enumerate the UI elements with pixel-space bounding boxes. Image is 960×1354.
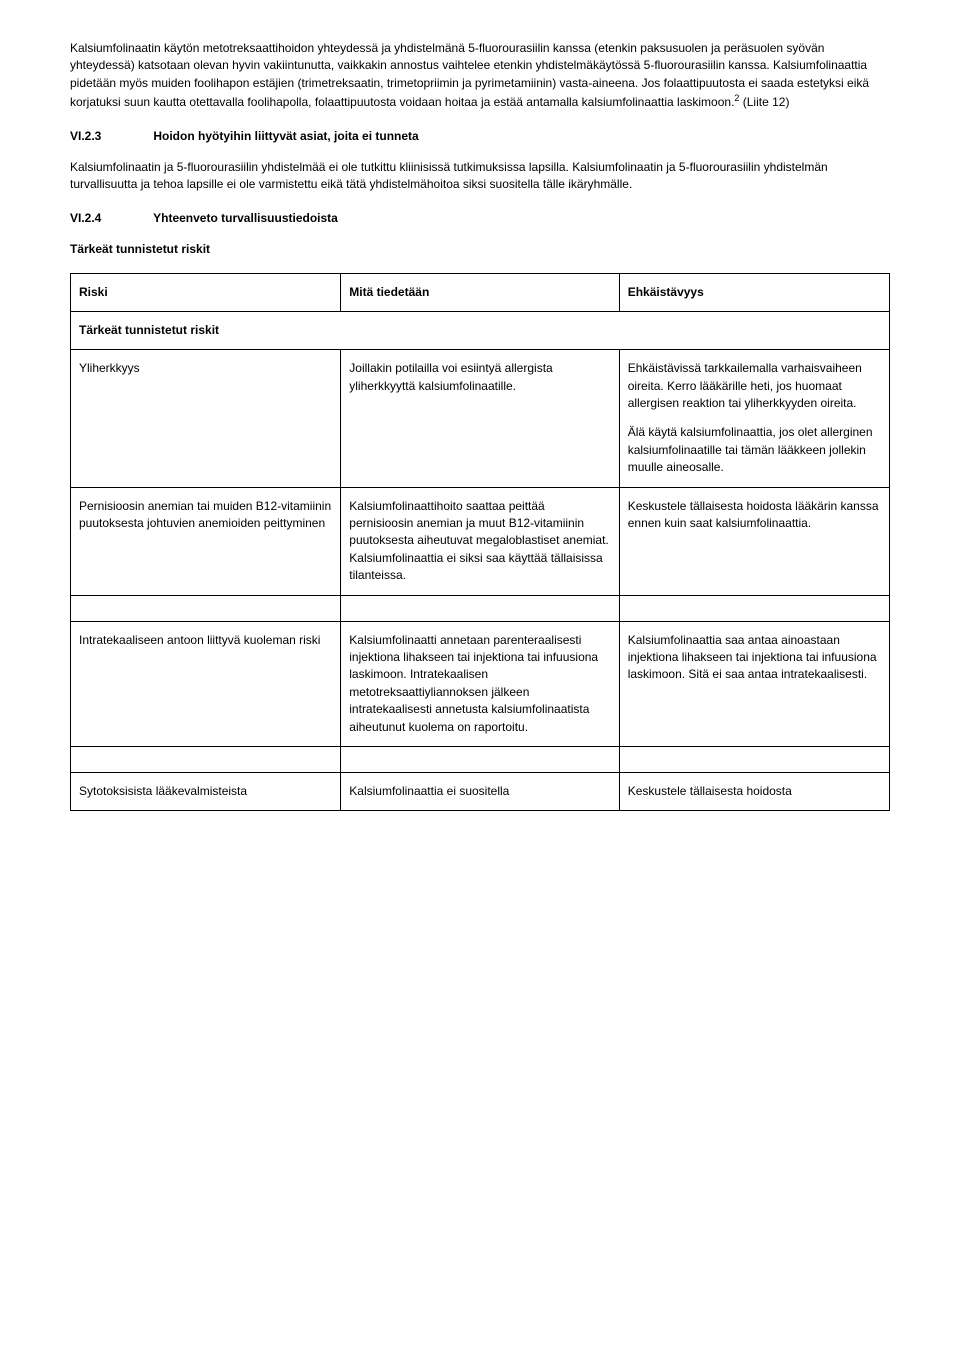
- paragraph-2-3: Kalsiumfolinaatin ja 5-fluorourasiilin y…: [70, 159, 890, 194]
- risk-cell: Yliherkkyys: [71, 350, 341, 487]
- heading-vi-2-4: VI.2.4 Yhteenveto turvallisuustiedoista: [70, 210, 890, 227]
- table-row: Pernisioosin anemian tai muiden B12-vita…: [71, 487, 890, 595]
- prevent-para: Älä käytä kalsiumfolinaattia, jos olet a…: [628, 424, 881, 476]
- header-risk: Riski: [71, 273, 341, 311]
- heading-text: Hoidon hyötyihin liittyvät asiat, joita …: [153, 129, 418, 143]
- table-row: Sytotoksisista lääkevalmisteista Kalsium…: [71, 772, 890, 810]
- table-subheading-row: Tärkeät tunnistetut riskit: [71, 311, 890, 349]
- header-known: Mitä tiedetään: [341, 273, 619, 311]
- heading-number: VI.2.3: [70, 128, 150, 145]
- table-spacer: [71, 746, 890, 772]
- heading-text: Yhteenveto turvallisuustiedoista: [153, 211, 338, 225]
- known-cell: Kalsiumfolinaattia ei suositella: [341, 772, 619, 810]
- risks-table: Riski Mitä tiedetään Ehkäistävyys Tärkeä…: [70, 273, 890, 812]
- subheading-cell: Tärkeät tunnistetut riskit: [71, 311, 890, 349]
- table-row: Intratekaaliseen antoon liittyvä kuolema…: [71, 621, 890, 746]
- known-cell: Joillakin potilailla voi esiintyä allerg…: [341, 350, 619, 487]
- subheading-risks: Tärkeät tunnistetut riskit: [70, 241, 890, 258]
- known-cell: Kalsiumfolinaattihoito saattaa peittää p…: [341, 487, 619, 595]
- intro-paragraph: Kalsiumfolinaatin käytön metotreksaattih…: [70, 40, 890, 112]
- table-row: Yliherkkyys Joillakin potilailla voi esi…: [71, 350, 890, 487]
- risk-cell: Pernisioosin anemian tai muiden B12-vita…: [71, 487, 341, 595]
- header-prevent: Ehkäistävyys: [619, 273, 889, 311]
- heading-number: VI.2.4: [70, 210, 150, 227]
- heading-vi-2-3: VI.2.3 Hoidon hyötyihin liittyvät asiat,…: [70, 128, 890, 145]
- prevent-para: Ehkäistävissä tarkkailemalla varhaisvaih…: [628, 360, 881, 412]
- prevent-cell: Kalsiumfolinaattia saa antaa ainoastaan …: [619, 621, 889, 746]
- known-cell: Kalsiumfolinaatti annetaan parenteraalis…: [341, 621, 619, 746]
- prevent-cell: Ehkäistävissä tarkkailemalla varhaisvaih…: [619, 350, 889, 487]
- prevent-cell: Keskustele tällaisesta hoidosta: [619, 772, 889, 810]
- risk-cell: Sytotoksisista lääkevalmisteista: [71, 772, 341, 810]
- risk-cell: Intratekaaliseen antoon liittyvä kuolema…: [71, 621, 341, 746]
- intro-suffix: (Liite 12): [739, 95, 789, 109]
- table-spacer: [71, 595, 890, 621]
- table-header-row: Riski Mitä tiedetään Ehkäistävyys: [71, 273, 890, 311]
- prevent-cell: Keskustele tällaisesta hoidosta lääkärin…: [619, 487, 889, 595]
